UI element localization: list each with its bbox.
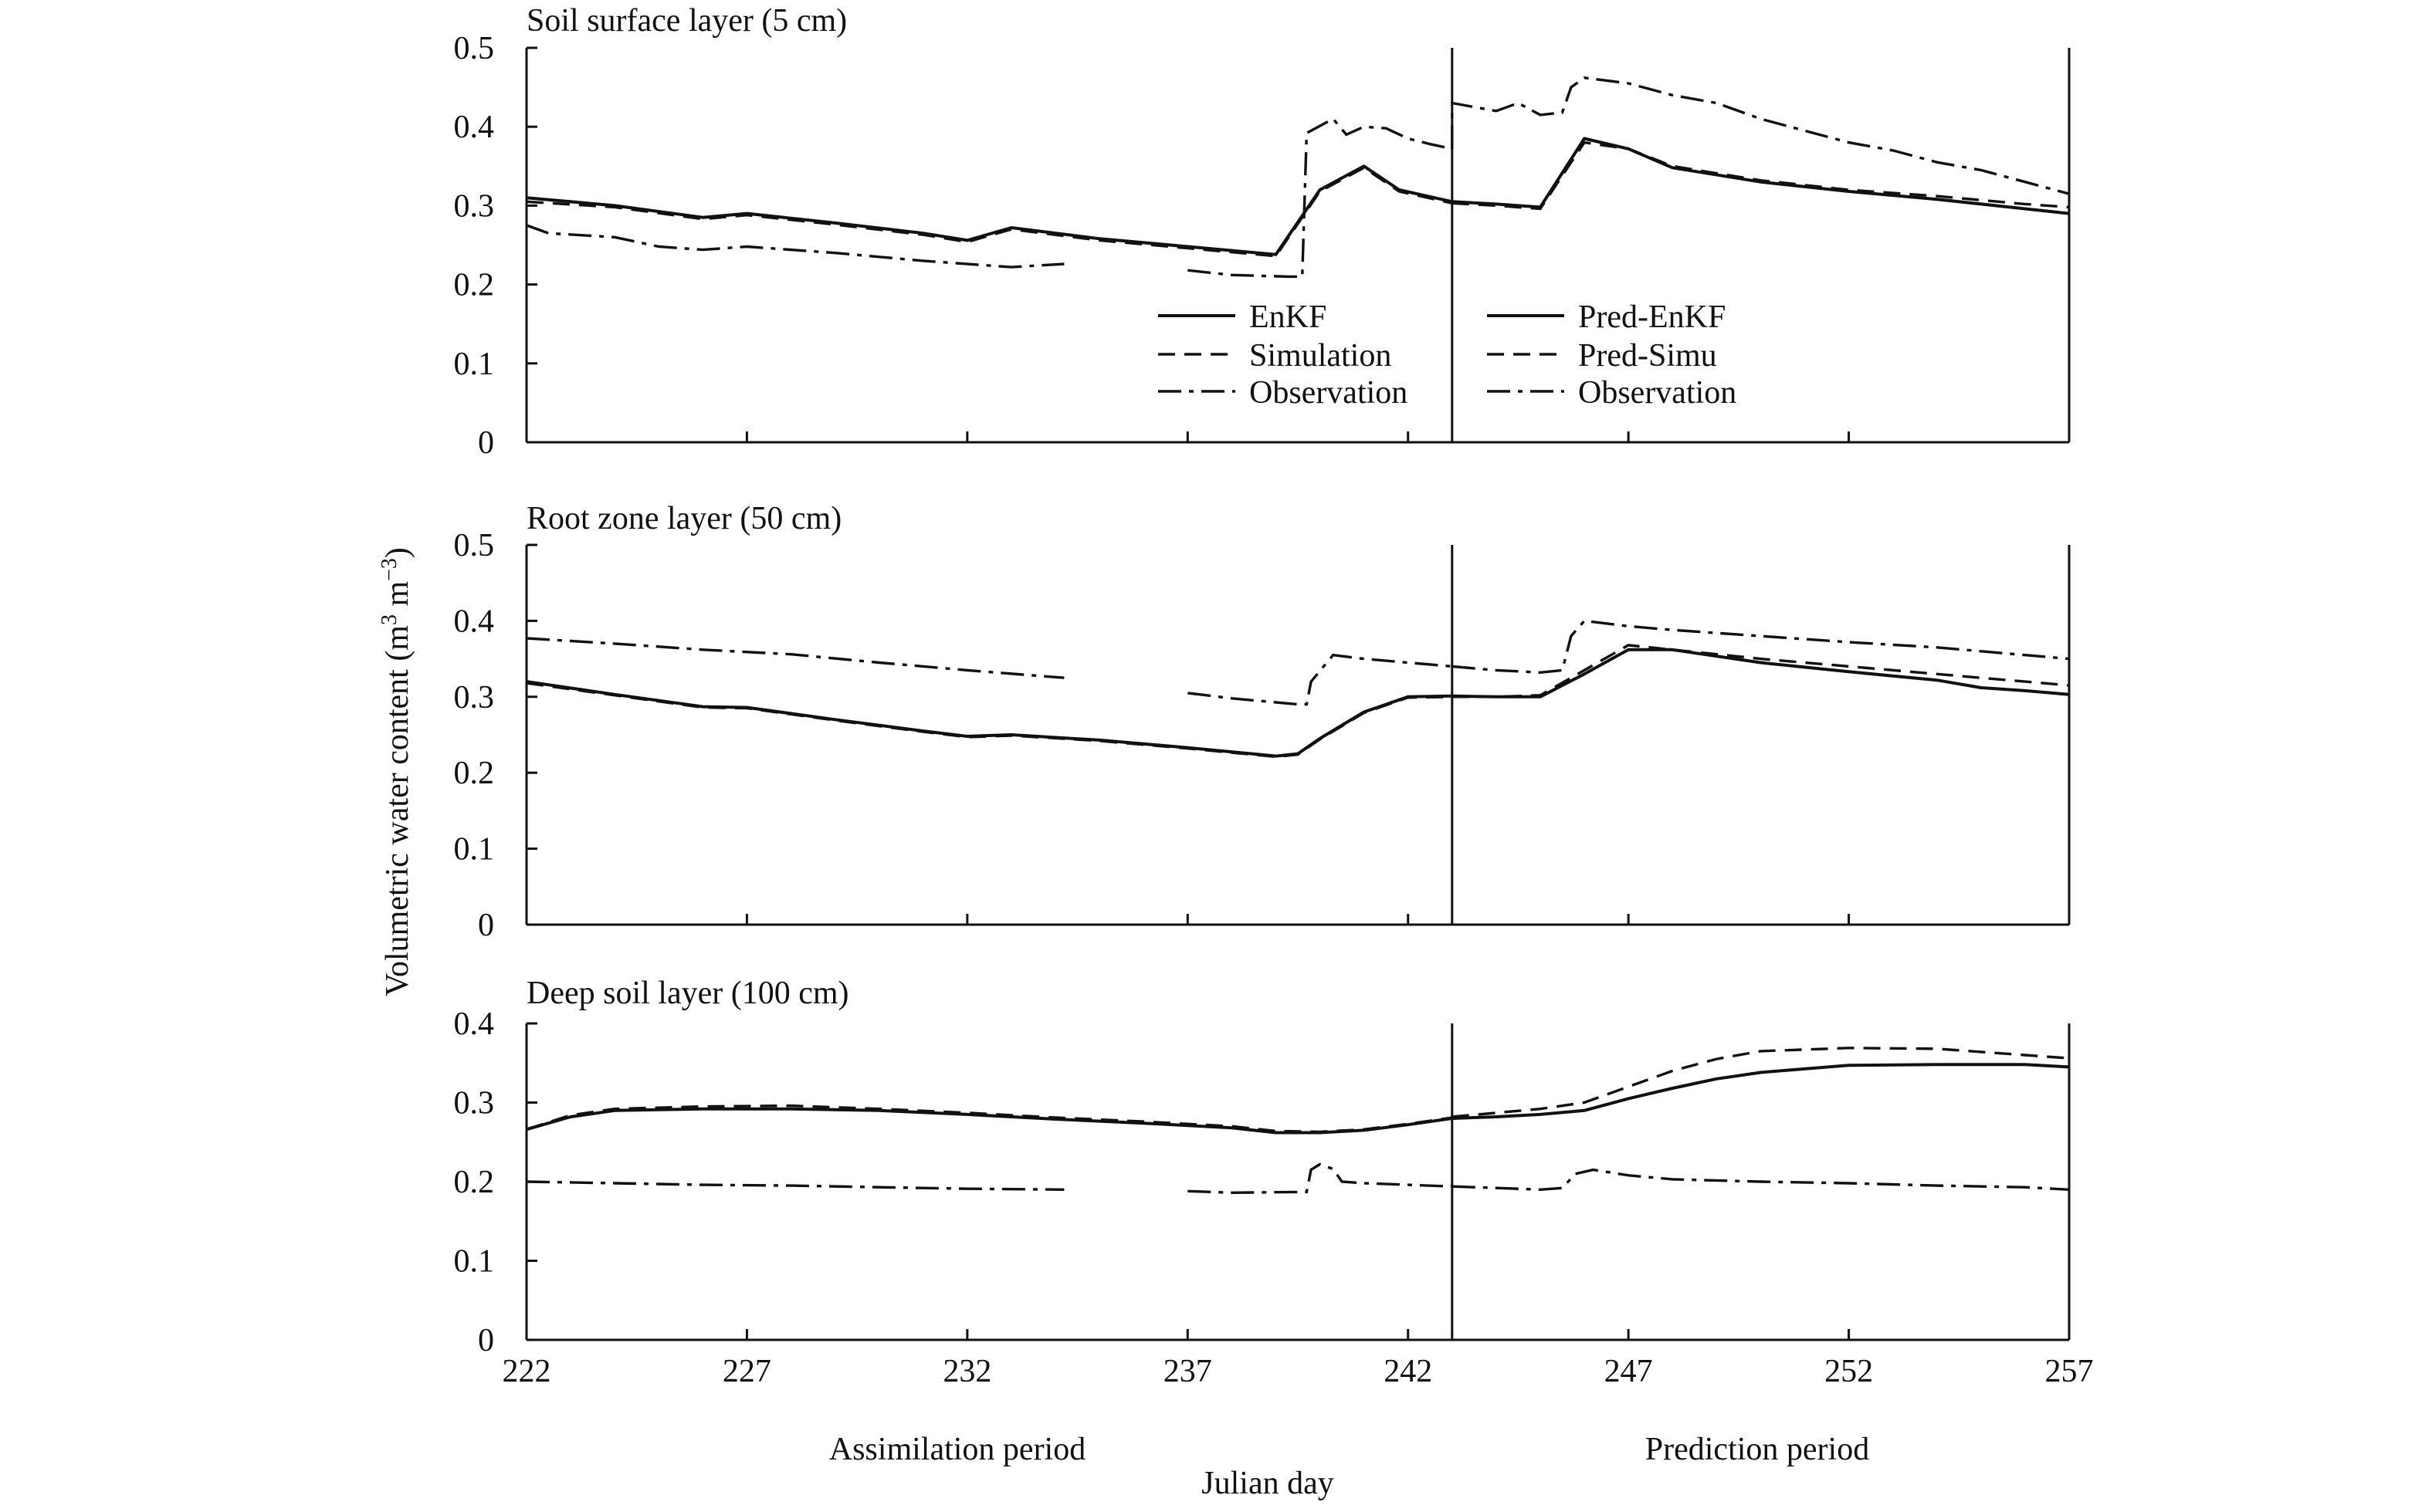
panel-root-zone: Root zone layer (50 cm) 0 0.1 0.2 0.3 0.4 0.5 <box>454 501 2071 943</box>
panel-title: Soil surface layer (5 cm) <box>527 3 847 39</box>
panel-deep-soil: Deep soil layer (100 cm) 0 0.1 0.2 0.3 0.4 <box>454 976 2071 1358</box>
series-observation <box>526 117 1453 279</box>
legend-label-observation: Observation <box>1249 375 1407 411</box>
series-pred-simu <box>1451 140 2070 211</box>
x-tick-label: 257 <box>2045 1354 2094 1389</box>
legend-label-pred-simu: Pred-Simu <box>1578 338 1717 374</box>
y-axis-title: Volumetric water content (m3 m−3) <box>378 547 416 996</box>
y-tick-label: 0.1 <box>454 347 495 382</box>
panel-title: Deep soil layer (100 cm) <box>527 976 849 1011</box>
y-tick-label: 0.5 <box>454 31 495 66</box>
axes: 0 0.1 0.2 0.3 0.4 0.5 <box>454 31 2071 461</box>
series-simulation <box>526 166 1453 258</box>
y-tick-label: 0 <box>478 908 494 943</box>
y-tick-label: 0.3 <box>454 1086 495 1121</box>
y-tick-label: 0.1 <box>454 832 495 868</box>
series-pred-enkf <box>1451 1063 2070 1120</box>
x-tick-label: 222 <box>503 1354 551 1389</box>
x-tick-label: 232 <box>943 1354 991 1389</box>
y-axis-title-sup1: 3 <box>378 614 401 625</box>
y-tick-label: 0.1 <box>454 1244 495 1280</box>
y-axis-title-end: ) <box>380 547 415 558</box>
panel-soil-surface: Soil surface layer (5 cm) 00.10.20.30.40… <box>454 3 2071 461</box>
y-tick-label: 0 <box>478 425 494 461</box>
legend-label-pred-observation: Observation <box>1578 375 1736 411</box>
y-tick-label: 0.4 <box>454 604 495 639</box>
axes: 0 0.1 0.2 0.3 0.4 0.5 <box>454 528 2071 943</box>
series-simulation <box>526 682 1452 759</box>
series-pred-simu <box>1451 1047 2070 1118</box>
legend-label-simulation: Simulation <box>1249 338 1391 374</box>
y-tick-label: 0.2 <box>454 1165 495 1200</box>
x-axis-title: Julian day <box>1201 1466 1333 1501</box>
y-axis-title-mid: m <box>380 581 415 615</box>
series-simulation <box>526 1104 1453 1134</box>
x-tick-label: 237 <box>1163 1354 1212 1389</box>
series-observation <box>1451 619 2070 675</box>
x-tick-label: 242 <box>1384 1354 1432 1389</box>
legend: EnKF Simulation Observation Pred-EnKF Pr… <box>1158 299 1736 411</box>
y-axis-title-sup2: −3 <box>378 558 401 581</box>
series-observation <box>526 637 1452 706</box>
y-tick-label: 0.2 <box>454 268 495 303</box>
x-tick-label: 252 <box>1824 1354 1873 1389</box>
legend-label-pred-enkf: Pred-EnKF <box>1578 299 1726 335</box>
panel-title: Root zone layer (50 cm) <box>527 501 842 536</box>
series-enkf <box>526 164 1453 256</box>
prediction-period-label: Prediction period <box>1645 1432 1869 1467</box>
y-tick-label: 0.4 <box>454 1006 495 1042</box>
series-observation <box>1451 76 2070 195</box>
legend-label-enkf: EnKF <box>1249 299 1326 335</box>
x-tick-label: 247 <box>1604 1354 1653 1389</box>
y-tick-label: 0.5 <box>454 528 495 563</box>
series-observation <box>526 1162 1452 1195</box>
x-tick-labels: 222 227 232 237 242 247 252 257 <box>503 1354 2094 1389</box>
series-group <box>526 76 2070 279</box>
series-group <box>526 1047 2070 1195</box>
y-axis-title-main: Volumetric water content (m <box>380 625 415 996</box>
series-pred-enkf <box>1451 137 2070 215</box>
y-tick-label: 0.3 <box>454 188 495 224</box>
y-tick-label: 0.2 <box>454 756 495 791</box>
axes: 0 0.1 0.2 0.3 0.4 <box>454 1006 2071 1358</box>
y-tick-label: 0 <box>478 1323 494 1358</box>
series-group <box>526 619 2070 759</box>
series-pred-simu <box>1451 644 2070 698</box>
assimilation-period-label: Assimilation period <box>829 1432 1086 1467</box>
series-observation <box>1451 1168 2070 1192</box>
y-tick-label: 0.3 <box>454 680 495 715</box>
y-tick-label: 0.4 <box>454 110 495 145</box>
x-tick-label: 227 <box>723 1354 771 1389</box>
